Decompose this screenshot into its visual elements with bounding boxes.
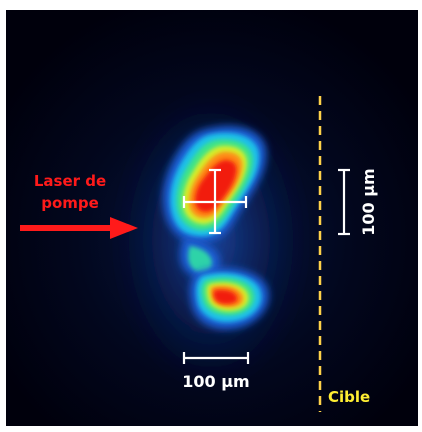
pump-laser-label-line2: pompe (41, 194, 99, 212)
horizontal-scale-label: 100 µm (182, 372, 249, 391)
horizontal-scale-bar (182, 352, 250, 364)
vertical-scale-label: 100 µm (359, 168, 378, 235)
pump-laser-arrow (20, 217, 138, 239)
lower-beam-spot (190, 267, 269, 330)
beam-neck (180, 238, 220, 278)
beam-profile-image: Laser de pompe Cible 100 µm 100 µm (6, 10, 418, 426)
vertical-scale-bar (338, 168, 350, 236)
target-label: Cible (328, 388, 370, 406)
pump-laser-label-line1: Laser de (34, 172, 106, 190)
centroid-crosshair (182, 168, 248, 235)
